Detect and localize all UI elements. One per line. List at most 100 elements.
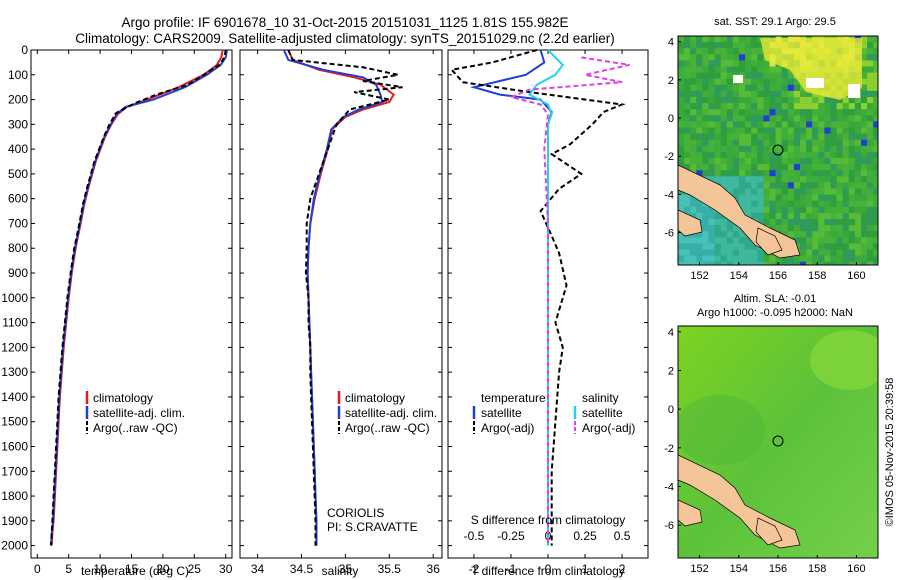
sst-cell [745, 188, 752, 195]
sst-cell [806, 115, 813, 122]
sst-cell [726, 151, 733, 159]
sst-cell [836, 212, 843, 220]
sst-cell [726, 60, 733, 67]
sst-cell [781, 164, 788, 171]
sst-cell [830, 200, 837, 207]
sst-cell [867, 176, 874, 183]
sst-cell [739, 139, 746, 146]
sst-cell [787, 206, 794, 213]
sst-cell [812, 249, 819, 256]
sst-cell [842, 109, 849, 116]
salinity-legend: climatology satellite-adj. clim. Argo(..… [337, 391, 437, 435]
sst-cell [818, 219, 825, 226]
sst-cell [720, 139, 727, 146]
sst-cell [708, 78, 715, 85]
sst-cell [830, 127, 837, 134]
sst-cell [873, 237, 878, 244]
map-x-tick-label: 154 [730, 270, 748, 282]
sst-cell [848, 188, 855, 195]
sst-cell [824, 176, 831, 183]
sst-cell [708, 145, 715, 152]
sst-cell [739, 237, 746, 244]
sst-cell [678, 145, 685, 152]
sst-cell [842, 225, 849, 232]
sst-cell [757, 48, 764, 55]
sst-cell [781, 84, 788, 91]
sst-cell [708, 225, 715, 232]
sst-cell [824, 243, 831, 250]
sst-cell [726, 219, 733, 226]
sst-cell [787, 225, 794, 232]
sst-cell [763, 60, 770, 67]
legend-label-satellite: satellite-adj. clim. [345, 406, 437, 420]
sst-cell [848, 212, 855, 220]
sst-cell [714, 212, 721, 220]
sst-cell [696, 231, 703, 238]
sst-cell [684, 255, 691, 262]
sst-cell [678, 121, 685, 128]
sst-cell [720, 109, 727, 116]
sst-cell [745, 182, 752, 189]
sst-cell [867, 133, 874, 140]
sst-cell [757, 145, 764, 152]
sst-cell [720, 249, 727, 256]
sst-cell [732, 170, 740, 177]
sst-cell [720, 42, 727, 49]
sst-cell [836, 249, 843, 256]
sst-cell [800, 170, 807, 177]
sst-cell [726, 42, 733, 49]
sst-cell [824, 151, 831, 159]
sst-cell [861, 121, 868, 128]
map-y-tick-label: 0 [668, 404, 674, 416]
sst-cell [800, 109, 807, 116]
sst-cell [696, 42, 703, 49]
sst-cell [787, 164, 794, 171]
sst-cell [873, 243, 878, 250]
sst-cell [806, 231, 813, 238]
sst-cell [769, 66, 776, 73]
sst-cell [775, 121, 782, 128]
sst-cell [714, 60, 721, 67]
sst-cell [818, 109, 825, 116]
sst-cell [751, 249, 758, 256]
sst-cell [684, 121, 691, 128]
sst-cell [714, 54, 721, 61]
sst-cell [702, 249, 709, 256]
sst-cell [873, 145, 878, 152]
sst-cell [684, 66, 691, 73]
sst-cell [745, 121, 752, 128]
sst-cell [842, 255, 849, 262]
sst-cell [751, 42, 758, 49]
sst-cell [702, 151, 709, 159]
sst-cell [812, 225, 819, 232]
sst-cell [848, 255, 855, 262]
map-y-tick-label: -6 [664, 228, 674, 240]
sst-cell [726, 182, 733, 189]
sst-cell [775, 194, 782, 201]
sst-cell [745, 115, 752, 122]
sst-cell [793, 231, 801, 238]
sst-cell [726, 103, 733, 110]
sst-cell [708, 115, 715, 122]
sst-cell [812, 194, 819, 201]
sst-cell [745, 48, 752, 55]
sst-cell [732, 133, 740, 140]
sst-cell [714, 121, 721, 128]
sst-cell [861, 237, 868, 244]
sst-cell [732, 261, 740, 265]
sst-cell [861, 219, 868, 226]
sst-cell [861, 249, 868, 256]
sst-cell [769, 109, 776, 116]
sst-cell [690, 115, 697, 122]
sst-cell [769, 261, 776, 265]
sst-cell [696, 133, 703, 140]
series-line-temperature-argo-adj- [449, 49, 626, 546]
sst-cell [684, 72, 691, 79]
sst-cell [848, 200, 855, 207]
sst-cell [873, 133, 878, 140]
y-tick-label: 800 [8, 241, 28, 255]
sst-cell [818, 182, 825, 189]
sst-cell [739, 60, 746, 67]
sst-cell [830, 237, 837, 244]
sst-cell [690, 103, 697, 110]
